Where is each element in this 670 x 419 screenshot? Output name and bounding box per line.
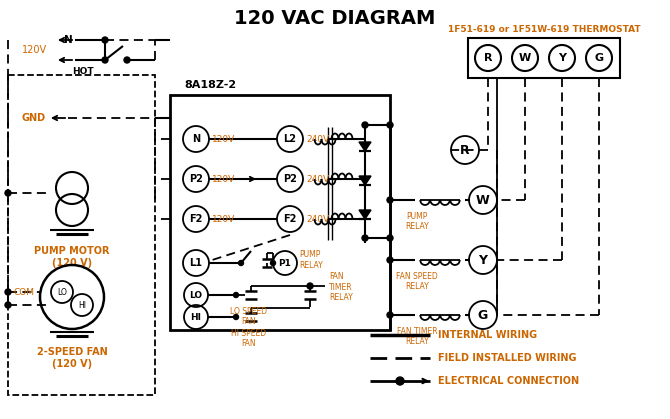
Text: LO SPEED
FAN: LO SPEED FAN [230,307,267,326]
Text: L1: L1 [190,258,202,268]
Text: P2: P2 [189,174,203,184]
Text: HOT: HOT [72,67,94,77]
Text: 120V: 120V [212,134,235,143]
Circle shape [102,57,108,63]
Text: INTERNAL WIRING: INTERNAL WIRING [438,330,537,340]
Text: PUMP MOTOR
(120 V): PUMP MOTOR (120 V) [34,246,110,268]
Circle shape [396,377,404,385]
Circle shape [5,190,11,196]
Circle shape [362,235,368,241]
Circle shape [387,235,393,241]
Circle shape [387,122,393,128]
Text: FAN
TIMER
RELAY: FAN TIMER RELAY [329,272,352,302]
Text: PUMP
RELAY: PUMP RELAY [299,250,323,270]
Bar [468,38,620,78]
Circle shape [124,57,130,63]
Circle shape [5,302,11,308]
Text: Y: Y [558,53,566,63]
Text: GND: GND [22,113,46,123]
Circle shape [387,257,393,263]
Text: P2: P2 [283,174,297,184]
Polygon shape [359,142,371,151]
Text: HI SPEED
FAN: HI SPEED FAN [231,329,267,349]
Circle shape [234,315,239,320]
Circle shape [362,122,368,128]
Bar [170,95,390,330]
Text: G: G [594,53,604,63]
Text: R: R [484,53,492,63]
Text: R: R [460,143,470,157]
Text: ELECTRICAL CONNECTION: ELECTRICAL CONNECTION [438,376,579,386]
Text: G: G [478,308,488,321]
Text: 120V: 120V [212,174,235,184]
Text: N: N [64,35,72,45]
Text: 120 VAC DIAGRAM: 120 VAC DIAGRAM [234,8,436,28]
Circle shape [387,197,393,203]
Text: W: W [519,53,531,63]
Text: 120V: 120V [212,215,235,223]
Text: FAN SPEED
RELAY: FAN SPEED RELAY [396,272,438,291]
Text: W: W [476,194,490,207]
Circle shape [387,312,393,318]
Circle shape [271,261,275,266]
Text: 240V: 240V [306,215,329,223]
Text: LO: LO [190,290,202,300]
Text: HI: HI [78,300,86,310]
Text: F2: F2 [283,214,297,224]
Text: P1: P1 [279,259,291,267]
Text: HI: HI [190,313,202,321]
Bar [8,75,155,395]
Text: FIELD INSTALLED WIRING: FIELD INSTALLED WIRING [438,353,576,363]
Text: FAN TIMER
RELAY: FAN TIMER RELAY [397,327,438,347]
Circle shape [102,37,108,43]
Text: LO: LO [57,287,67,297]
Text: 8A18Z-2: 8A18Z-2 [184,80,236,90]
Text: PUMP
RELAY: PUMP RELAY [405,212,429,231]
Text: COM: COM [14,287,35,297]
Circle shape [5,289,11,295]
Polygon shape [359,210,371,219]
Text: 240V: 240V [306,174,329,184]
Circle shape [307,283,313,289]
Circle shape [234,292,239,297]
Text: N: N [192,134,200,144]
Text: 120V: 120V [22,45,47,55]
Text: 1F51-619 or 1F51W-619 THERMOSTAT: 1F51-619 or 1F51W-619 THERMOSTAT [448,25,641,34]
Polygon shape [359,176,371,185]
Text: 240V: 240V [306,134,329,143]
Circle shape [239,261,243,266]
Text: F2: F2 [190,214,203,224]
Text: Y: Y [478,253,488,266]
Text: 2-SPEED FAN
(120 V): 2-SPEED FAN (120 V) [37,347,107,369]
Text: L2: L2 [283,134,297,144]
